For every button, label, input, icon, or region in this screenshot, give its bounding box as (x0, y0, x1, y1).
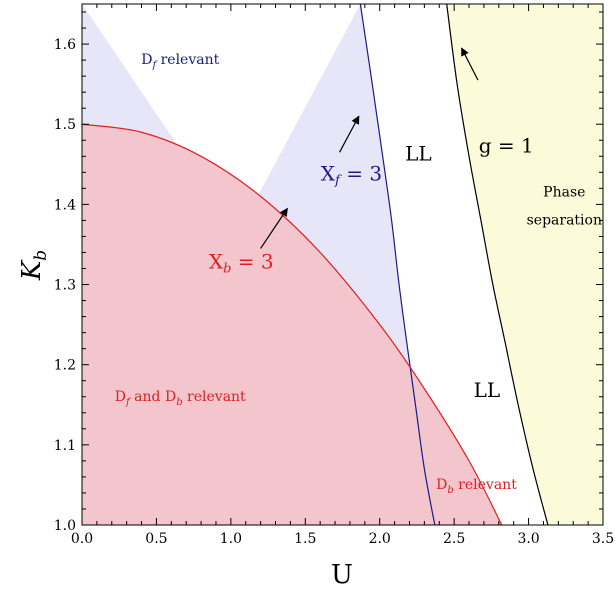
y-tick-label: 1.5 (54, 117, 76, 133)
arrow-g (461, 47, 479, 81)
y-axis-title-main: K (17, 259, 47, 281)
arrows-layer (260, 47, 479, 249)
annotation-dfdb: Df and Db relevant (115, 389, 246, 408)
x-tick-label: 2.0 (369, 531, 391, 547)
x-tick-label: 0.0 (71, 531, 93, 547)
x-tick-label: 1.5 (294, 531, 316, 547)
curve-xb (82, 123, 503, 525)
annotation-text: separation (527, 212, 602, 228)
annotation-text: D (115, 389, 126, 405)
y-tick-label: 1.4 (54, 197, 76, 213)
annotation-text: g = 1 (479, 133, 534, 157)
annotation-text: relevant (183, 389, 246, 405)
annotation-text: D (436, 477, 447, 493)
annotation-db: Db relevant (436, 477, 517, 496)
annotation-text: = 3 (340, 161, 382, 185)
annotation-subscript: b (447, 485, 453, 496)
annotation-phase1: Phase (543, 184, 585, 200)
x-tick-label: 0.5 (145, 531, 167, 547)
annotation-subscript: b (176, 397, 182, 408)
arrow-xb (260, 207, 288, 249)
y-tick-label: 1.6 (54, 37, 76, 53)
annotation-g1: g = 1 (479, 133, 534, 157)
annotation-subscript: f (151, 60, 158, 71)
y-axis-title-sub: b (31, 250, 51, 261)
annotation-df: Df relevant (141, 52, 219, 71)
annotation-ll2: LL (474, 378, 501, 402)
ticks-layer: 0.0 0.5 1.0 1.5 2.0 2.5 3.0 3.5 1.0 1.1 1.2 1.3 1.4 1… (54, 4, 614, 547)
annotation-text: relevant (454, 477, 517, 493)
annotation-subscript: f (125, 397, 132, 408)
region-db-relevant (82, 124, 502, 525)
y-axis-title: Kb (17, 250, 51, 281)
annotation-xb3: Xb = 3 (209, 250, 274, 277)
curve-xf (359, 4, 436, 525)
plot-frame (81, 3, 604, 526)
annotation-subscript: f (334, 173, 342, 188)
y-tick-label: 1.3 (54, 278, 76, 294)
annotation-phase2: separation (527, 212, 602, 228)
annotation-text: LL (474, 378, 501, 402)
annotation-xf3: Xf = 3 (321, 161, 382, 188)
annotation-text: X (321, 161, 336, 185)
annotation-subscript: b (223, 262, 231, 277)
annotation-text: X (209, 250, 224, 274)
y-tick-label: 1.2 (54, 358, 76, 374)
x-tick-label: 3.5 (592, 531, 614, 547)
region-phase-separation (446, 4, 603, 525)
x-tick-label: 3.0 (517, 531, 539, 547)
x-axis-title: U (331, 560, 353, 590)
annotation-text: D (141, 52, 152, 68)
x-tick-label: 2.5 (443, 531, 465, 547)
annotation-text: Phase (543, 184, 585, 200)
curves-layer (82, 4, 549, 525)
annotation-text: relevant (156, 52, 219, 68)
annotation-text: = 3 (231, 250, 273, 274)
regions-layer (82, 4, 603, 525)
y-tick-label: 1.1 (54, 438, 76, 454)
annotation-text: LL (405, 141, 432, 165)
arrow-xf (338, 115, 360, 153)
annotation-text: and D (130, 389, 176, 405)
y-tick-label: 1.0 (54, 518, 76, 534)
annotation-ll1: LL (405, 141, 432, 165)
curve-g (446, 4, 549, 525)
x-tick-label: 1.0 (220, 531, 242, 547)
